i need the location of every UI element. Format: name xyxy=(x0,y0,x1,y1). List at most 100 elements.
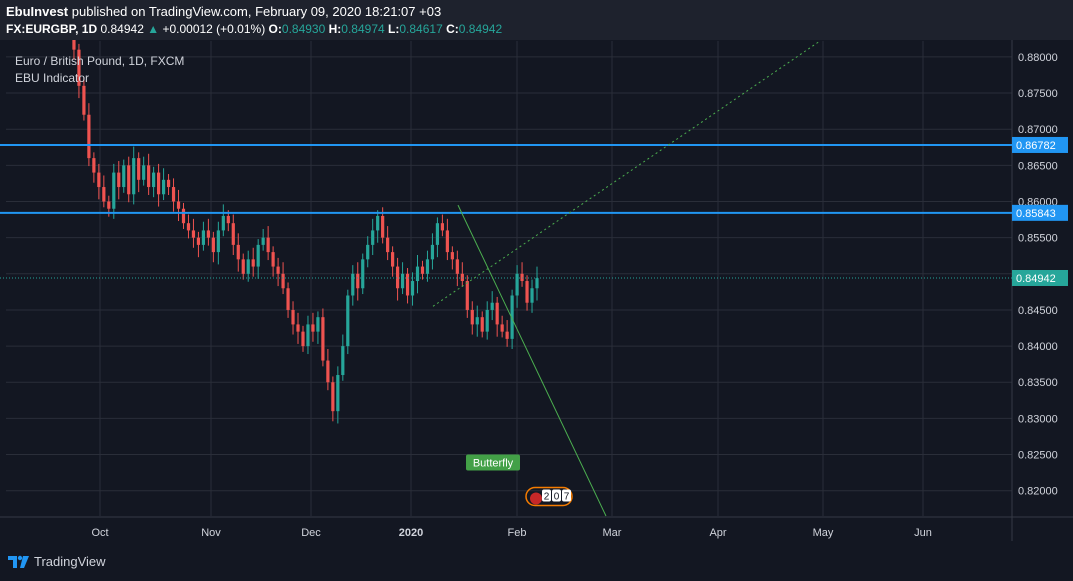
candle-body xyxy=(391,252,395,267)
candle-body xyxy=(450,252,454,260)
candle-body xyxy=(395,266,400,289)
tradingview-logo-icon xyxy=(8,555,29,568)
candle-body xyxy=(381,215,385,238)
y-tick-label: 0.82000 xyxy=(1018,486,1058,498)
candle-body xyxy=(420,266,425,274)
candle-body xyxy=(291,309,295,325)
author-name[interactable]: EbuInvest xyxy=(6,4,69,19)
candle-body xyxy=(87,114,91,159)
close-value: 0.84942 xyxy=(458,22,503,36)
low-label: L: xyxy=(388,22,400,36)
candle-body xyxy=(97,172,101,188)
candle-body xyxy=(102,187,106,202)
indicator-label[interactable]: EBU Indicator xyxy=(15,71,90,85)
candle-body xyxy=(281,273,285,289)
symbol-label: FX:EURGBP, 1D xyxy=(6,22,98,36)
y-tick-label: 0.85500 xyxy=(1018,233,1058,245)
up-arrow-icon: ▲ xyxy=(147,22,160,36)
candle-body xyxy=(107,201,111,209)
candle-body xyxy=(137,158,141,180)
candle-body xyxy=(117,172,121,188)
candle-body xyxy=(480,317,484,332)
x-tick-label: 2020 xyxy=(399,527,423,539)
candle-body xyxy=(226,215,230,224)
candle-body xyxy=(460,273,464,282)
y-tick-label: 0.87500 xyxy=(1018,88,1058,100)
event-badge xyxy=(525,486,573,507)
low-value: 0.84617 xyxy=(399,22,443,36)
event-count-box xyxy=(542,489,551,502)
candle-body xyxy=(296,324,300,332)
candle-body xyxy=(475,317,479,325)
y-tick-label: 0.83500 xyxy=(1018,377,1058,389)
y-tick-label: 0.84500 xyxy=(1018,305,1058,317)
publish-info: EbuInvest published on TradingView.com, … xyxy=(6,4,441,19)
candle-body xyxy=(261,237,265,245)
candle-body xyxy=(530,288,534,303)
x-tick-label: Nov xyxy=(201,527,221,539)
candle-body xyxy=(201,230,206,245)
candle-body xyxy=(171,187,176,202)
candle-body xyxy=(82,85,86,115)
candle-body xyxy=(520,273,524,282)
candle-body xyxy=(256,244,260,267)
candle-body xyxy=(415,266,420,282)
candle-body xyxy=(316,317,320,332)
open-value: 0.84930 xyxy=(281,22,326,36)
candle-body xyxy=(351,273,355,296)
candle-body xyxy=(341,346,345,376)
candle-body xyxy=(246,259,250,274)
brand-label[interactable]: TradingView xyxy=(34,554,106,569)
candle-body xyxy=(410,281,415,296)
candle-body xyxy=(191,230,196,238)
flag-icon xyxy=(530,492,542,505)
candle-body xyxy=(161,179,166,195)
candle-body xyxy=(266,237,270,253)
candle-body xyxy=(430,244,435,260)
candle-body xyxy=(331,382,335,412)
price-label-text: 0.86782 xyxy=(1016,140,1056,152)
candle-body xyxy=(127,165,131,195)
x-tick-label: Apr xyxy=(709,527,726,539)
candle-body xyxy=(181,208,186,224)
candle-body xyxy=(435,223,440,245)
chart-title[interactable]: Euro / British Pound, 1D, FXCM xyxy=(15,54,185,68)
y-tick-label: 0.83000 xyxy=(1018,413,1058,425)
candle-body xyxy=(306,324,310,347)
price-chart[interactable]: 0.880000.875000.870000.865000.860000.855… xyxy=(0,40,1073,541)
candle-body xyxy=(500,324,504,332)
candle-body xyxy=(405,273,410,296)
candle-body xyxy=(495,302,499,325)
candle-body xyxy=(152,172,156,188)
candle-body xyxy=(211,237,215,253)
high-label: H: xyxy=(328,22,342,36)
dotted-trend-line xyxy=(432,40,821,307)
solid-trend-line xyxy=(457,204,607,517)
x-tick-label: Dec xyxy=(301,527,321,539)
candle-body xyxy=(336,375,340,412)
price-label-box xyxy=(1012,269,1068,286)
candle-body xyxy=(386,237,390,253)
candle-body xyxy=(515,273,519,296)
close-label: C: xyxy=(446,22,459,36)
y-tick-label: 0.88000 xyxy=(1018,52,1058,64)
event-count-digit: 2 xyxy=(544,491,550,502)
candle-body xyxy=(92,158,96,173)
candle-body xyxy=(321,317,325,361)
footer-bar xyxy=(0,543,1073,581)
candle-body xyxy=(485,309,489,332)
candle-body xyxy=(470,309,474,325)
candle-body xyxy=(122,165,126,188)
price-change: +0.00012 (+0.01%) xyxy=(162,22,266,36)
x-tick-label: Mar xyxy=(603,527,622,539)
price-label-text: 0.85843 xyxy=(1016,208,1056,220)
butterfly-label: Butterfly xyxy=(473,457,514,469)
candle-body xyxy=(142,165,146,180)
candle-body xyxy=(311,324,315,332)
candle-body xyxy=(301,331,305,347)
x-tick-label: Feb xyxy=(508,527,527,539)
event-count-box xyxy=(562,489,571,502)
candle-body xyxy=(445,230,449,253)
candle-body xyxy=(147,165,151,188)
candle-body xyxy=(196,237,201,245)
